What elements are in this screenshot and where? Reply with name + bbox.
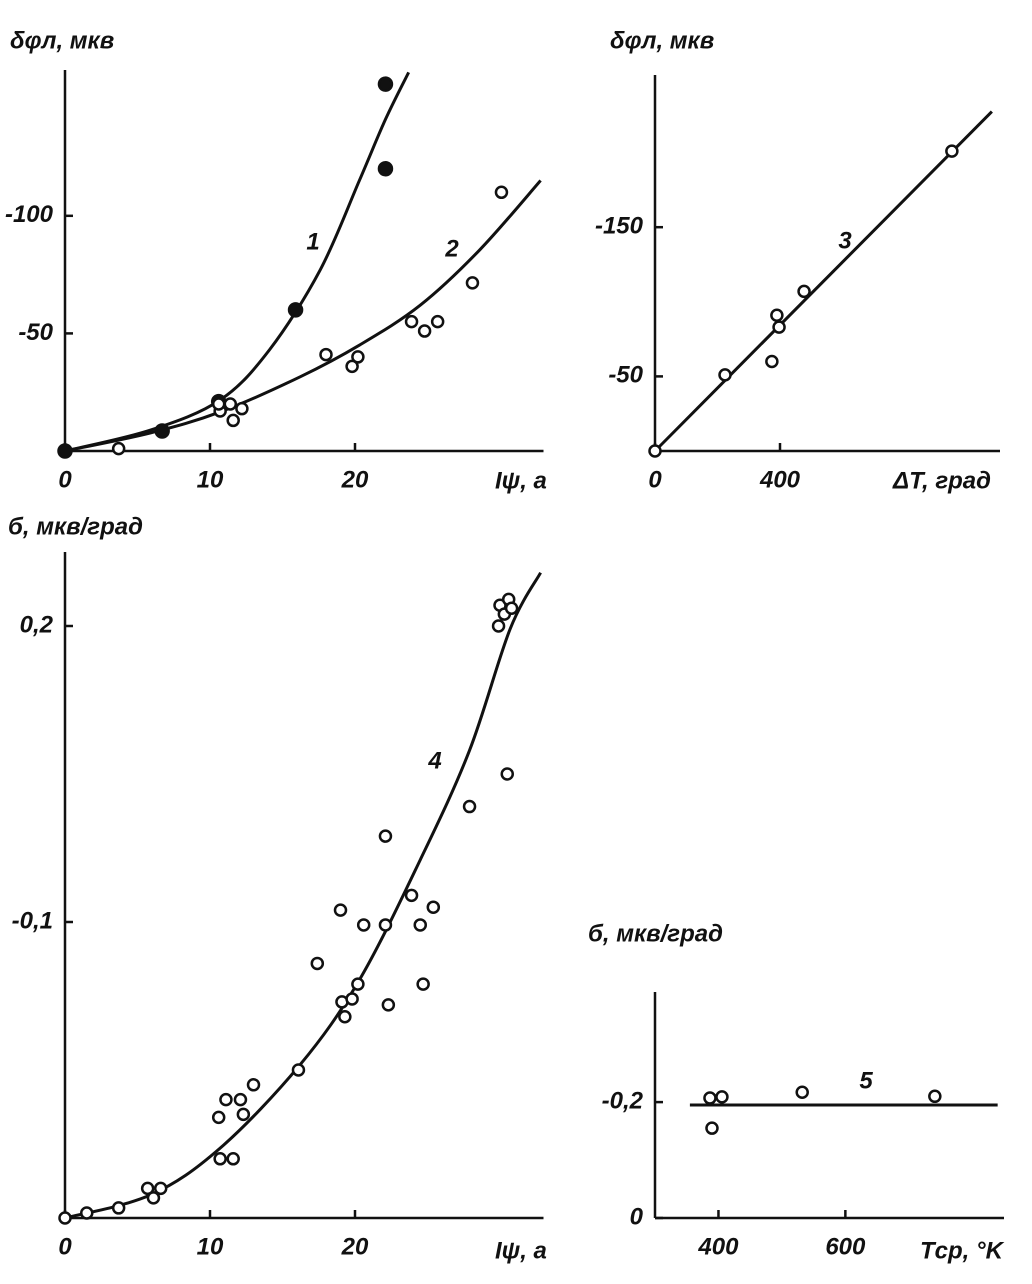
curve-label: 5 [859, 1067, 873, 1094]
open-point [378, 918, 393, 932]
open-point [233, 1092, 248, 1107]
x-tick-label: 400 [697, 1233, 739, 1260]
y-tick-label: -50 [18, 319, 53, 346]
open-point [111, 1201, 126, 1215]
y-axis-label: δφл, мкв [610, 27, 714, 54]
x-tick-label: 20 [341, 1233, 369, 1260]
open-point [211, 397, 226, 411]
open-point [703, 1091, 717, 1105]
open-point [80, 1206, 94, 1220]
open-point [351, 977, 365, 991]
open-point [146, 1191, 161, 1205]
y-tick-label: 0 [630, 1203, 644, 1230]
y-tick-label: -0,1 [12, 907, 53, 934]
open-point [928, 1089, 942, 1104]
open-point [417, 324, 432, 338]
open-point [491, 619, 506, 633]
y-tick-label: -50 [608, 362, 643, 389]
open-point [345, 359, 359, 374]
x-axis-label: Iψ, а [495, 467, 547, 494]
y-tick-label: -150 [595, 213, 644, 240]
open-point [319, 347, 333, 362]
y-axis-label: δφл, мкв [10, 27, 114, 54]
open-point [58, 1211, 72, 1225]
open-point [213, 1152, 227, 1166]
filled-point [377, 76, 394, 92]
open-point [338, 1009, 352, 1024]
x-tick-label: 0 [58, 466, 72, 493]
open-point [718, 368, 732, 382]
open-point [765, 354, 779, 369]
open-point [705, 1121, 719, 1135]
open-point [310, 956, 325, 971]
x-tick-label: 400 [759, 466, 801, 493]
fit-curve [64, 571, 542, 1220]
open-point [351, 350, 365, 364]
x-tick-label: 0 [648, 466, 662, 493]
open-point [211, 1110, 226, 1125]
open-point [500, 767, 514, 781]
open-point [235, 401, 249, 416]
open-point [416, 977, 430, 991]
open-point [430, 314, 445, 329]
open-point [333, 903, 348, 917]
open-point [797, 284, 811, 299]
open-point [648, 444, 662, 458]
open-point [140, 1181, 155, 1196]
open-point [153, 1181, 168, 1196]
y-tick-label: 0,2 [20, 611, 54, 638]
open-point [772, 320, 786, 334]
open-point [226, 1152, 240, 1166]
fit-curve [64, 179, 542, 453]
x-tick-label: 10 [197, 1233, 224, 1260]
open-point [381, 998, 396, 1012]
open-point [426, 900, 441, 914]
x-tick-label: 0 [58, 1233, 72, 1260]
open-point [356, 918, 371, 932]
x-axis-label: Iψ, а [495, 1237, 547, 1264]
open-point [236, 1107, 251, 1122]
y-axis-label: б, мкв/град [8, 513, 143, 540]
filled-point [154, 423, 170, 439]
open-point [404, 314, 419, 329]
open-point [494, 185, 509, 200]
x-axis-label: ΔT, град [892, 467, 991, 494]
curve-label: 2 [444, 235, 459, 262]
open-point [378, 829, 393, 843]
curve-label: 1 [306, 228, 319, 255]
fit-curve [64, 71, 410, 453]
x-tick-label: 20 [341, 466, 369, 493]
open-point [291, 1063, 306, 1077]
open-point [795, 1085, 809, 1100]
filled-point [57, 443, 73, 459]
open-point [504, 601, 519, 615]
curve-label: 3 [838, 227, 852, 254]
open-point [945, 144, 959, 158]
open-point [404, 888, 419, 903]
open-point [462, 799, 477, 814]
open-point [413, 918, 427, 932]
y-axis-label: б, мкв/град [588, 920, 723, 947]
x-tick-label: 10 [197, 466, 224, 493]
filled-point [287, 302, 304, 318]
open-point [465, 276, 480, 290]
open-point [715, 1090, 729, 1104]
x-axis-label: Tср, °K [920, 1237, 1005, 1264]
open-point [223, 397, 238, 411]
open-point [770, 308, 784, 322]
y-tick-label: -100 [5, 201, 54, 228]
open-point [226, 413, 240, 428]
open-point [345, 992, 359, 1006]
x-tick-label: 600 [825, 1233, 866, 1260]
curve-label: 4 [427, 747, 441, 774]
fit-curve [653, 110, 993, 453]
open-point [219, 1092, 233, 1107]
open-point [246, 1078, 261, 1092]
open-point [111, 441, 126, 456]
filled-point [377, 161, 394, 177]
y-tick-label: -0,2 [602, 1087, 644, 1114]
